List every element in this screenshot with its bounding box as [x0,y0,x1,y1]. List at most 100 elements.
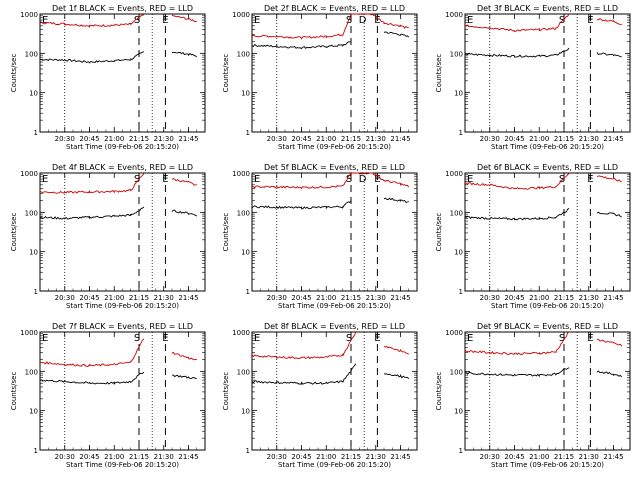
chart-title: Det 5f BLACK = Events, RED = LLD [264,163,405,172]
y-tick-label: 10 [29,90,38,98]
x-tick-label: 21:00 [529,453,549,461]
y-tick-label: 1000 [445,170,463,178]
y-tick-label: 1000 [20,170,38,178]
event-marker-label: S [346,174,352,185]
chart-panel: Det 2f BLACK = Events, RED = LLD 1 10 100 10… [222,4,418,151]
x-axis-label: Start Time (09-Feb-06 20:15:20) [66,302,179,310]
x-tick-label: 21:15 [341,135,361,143]
x-tick-label: 20:45 [504,294,524,302]
event-marker-label: E [42,333,48,344]
x-tick-label: 20:45 [291,135,311,143]
x-tick-label: 20:30 [480,294,500,302]
event-marker-label: E [374,15,380,26]
y-axis-label: Counts/sec [10,372,18,411]
y-tick-label: 1000 [232,170,250,178]
y-tick-label: 10 [241,249,250,257]
chart-title: Det 7f BLACK = Events, RED = LLD [52,322,193,331]
x-tick-label: 20:45 [79,135,99,143]
series-line-events [39,206,198,220]
chart-title: Det 6f BLACK = Events, RED = LLD [477,163,618,172]
y-tick-label: 100 [237,209,250,217]
y-axis-label: Counts/sec [435,213,443,252]
x-tick-label: 21:00 [104,135,124,143]
x-tick-label: 21:30 [366,294,386,302]
series-line-lld [464,331,623,356]
y-tick-label: 100 [237,50,250,58]
x-tick-label: 21:15 [341,453,361,461]
y-tick-label: 100 [25,50,38,58]
plot-frame [39,172,206,292]
x-axis-label: Start Time (09-Feb-06 20:15:20) [278,143,391,151]
x-tick-label: 20:30 [267,294,287,302]
series-line-lld [251,171,410,190]
y-tick-label: 100 [450,209,463,217]
plot-frame [251,331,418,451]
series-line-events [251,363,410,385]
series-line-lld [464,173,623,190]
x-tick-label: 20:30 [55,294,75,302]
x-tick-label: 21:45 [178,453,198,461]
x-axis-label: Start Time (09-Feb-06 20:15:20) [278,302,391,310]
x-tick-label: 21:15 [341,294,361,302]
x-tick-label: 21:45 [603,294,623,302]
y-tick-label: 1 [34,288,38,296]
chart-title: Det 2f BLACK = Events, RED = LLD [264,4,405,13]
y-tick-label: 1000 [20,11,38,19]
y-tick-label: 1000 [445,11,463,19]
x-axis-label: Start Time (09-Feb-06 20:15:20) [66,461,179,469]
plot-frame [464,13,631,133]
event-marker-label: S [134,333,140,344]
y-tick-label: 100 [450,50,463,58]
x-tick-label: 21:15 [129,453,149,461]
series-line-lld [251,331,410,360]
event-marker-label: E [162,174,168,185]
x-tick-label: 21:00 [529,135,549,143]
x-tick-label: 21:00 [316,135,336,143]
event-marker-label: E [587,333,593,344]
y-tick-label: 1 [34,447,38,455]
x-tick-label: 20:30 [267,135,287,143]
y-tick-label: 1 [459,288,463,296]
y-tick-label: 100 [25,368,38,376]
event-marker-label: E [254,333,260,344]
x-tick-label: 20:45 [291,453,311,461]
series-line-events [464,47,622,58]
plot-frame [464,172,631,292]
x-tick-label: 20:30 [480,453,500,461]
chart-title: Det 8f BLACK = Events, RED = LLD [264,322,405,331]
series-line-events [39,371,197,385]
y-axis-label: Counts/sec [10,213,18,252]
y-tick-label: 10 [454,249,463,257]
series-line-events [464,367,623,378]
series-line-events [39,51,198,64]
chart-title: Det 1f BLACK = Events, RED = LLD [52,4,193,13]
event-marker-label: S [346,333,352,344]
y-axis-label: Counts/sec [222,213,230,252]
series-line-lld [39,14,197,28]
event-marker-label: S [134,174,140,185]
y-axis-label: Counts/sec [222,54,230,93]
event-marker-label: E [587,15,593,26]
chart-title: Det 4f BLACK = Events, RED = LLD [52,163,193,172]
y-tick-label: 10 [241,90,250,98]
y-axis-label: Counts/sec [222,372,230,411]
event-marker-label: E [374,333,380,344]
x-tick-label: 21:15 [129,135,149,143]
chart-title: Det 3f BLACK = Events, RED = LLD [477,4,618,13]
chart-title: Det 9f BLACK = Events, RED = LLD [477,322,618,331]
y-tick-label: 1000 [232,329,250,337]
y-tick-label: 1 [246,447,250,455]
event-marker-label: E [254,15,260,26]
x-tick-label: 20:45 [291,294,311,302]
y-tick-label: 100 [450,368,463,376]
x-tick-label: 21:45 [178,294,198,302]
chart-panel: Det 4f BLACK = Events, RED = LLD 1 10 100 10… [10,163,206,310]
x-tick-label: 21:00 [104,453,124,461]
series-line-events [464,207,622,221]
y-axis-label: Counts/sec [435,372,443,411]
x-tick-label: 21:00 [529,294,549,302]
x-tick-label: 21:45 [390,294,410,302]
event-marker-label: E [42,15,48,26]
x-tick-label: 21:15 [554,135,574,143]
